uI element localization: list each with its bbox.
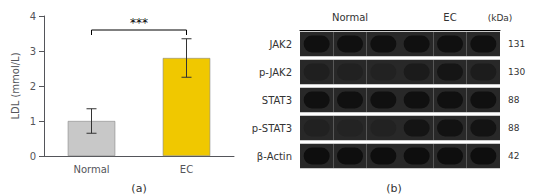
svg-text:1: 1: [30, 116, 36, 127]
svg-text:LDL (mmol/L): LDL (mmol/L): [10, 52, 21, 119]
svg-text:(kDa): (kDa): [488, 13, 513, 23]
svg-text:130: 130: [508, 67, 525, 77]
svg-text:131: 131: [508, 39, 525, 49]
svg-text:2: 2: [30, 81, 36, 92]
svg-text:(b): (b): [386, 182, 402, 195]
svg-text:JAK2: JAK2: [268, 39, 292, 50]
svg-text:Normal: Normal: [332, 12, 368, 23]
svg-text:***: ***: [130, 16, 148, 30]
svg-text:3: 3: [30, 46, 36, 57]
svg-text:0: 0: [30, 151, 36, 162]
svg-text:88: 88: [508, 123, 520, 133]
svg-text:4: 4: [30, 11, 36, 22]
svg-text:p-JAK2: p-JAK2: [259, 67, 292, 78]
svg-text:88: 88: [508, 95, 520, 105]
svg-text:EC: EC: [443, 12, 456, 23]
svg-text:(a): (a): [131, 182, 146, 195]
svg-text:42: 42: [508, 151, 519, 161]
svg-text:Normal: Normal: [73, 164, 109, 175]
svg-text:STAT3: STAT3: [262, 95, 292, 106]
svg-text:p-STAT3: p-STAT3: [252, 123, 292, 134]
svg-text:β-Actin: β-Actin: [257, 151, 292, 162]
svg-text:EC: EC: [180, 164, 193, 175]
